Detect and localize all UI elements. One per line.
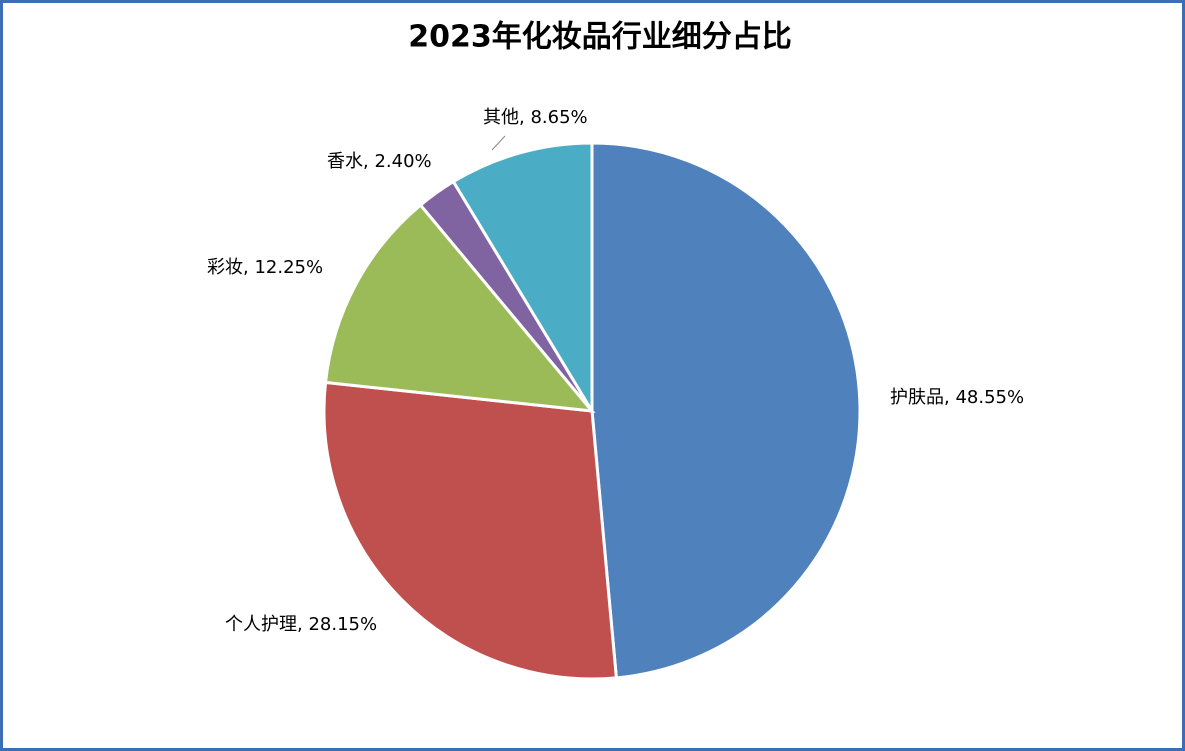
pie-slice [590,141,862,680]
data-label: 香水, 2.40% [327,151,432,172]
data-label: 其他, 8.65% [483,107,588,128]
pie-slice [322,380,619,681]
data-label: 彩妆, 12.25% [207,257,323,278]
data-label: 个人护理, 28.15% [225,614,377,635]
data-label: 护肤品, 48.55% [890,387,1024,408]
pie-slice [323,202,596,413]
leader-line [491,135,506,151]
pie-slice [451,141,594,417]
chart-title: 2023年化妆品行业细分占比 [408,20,792,55]
